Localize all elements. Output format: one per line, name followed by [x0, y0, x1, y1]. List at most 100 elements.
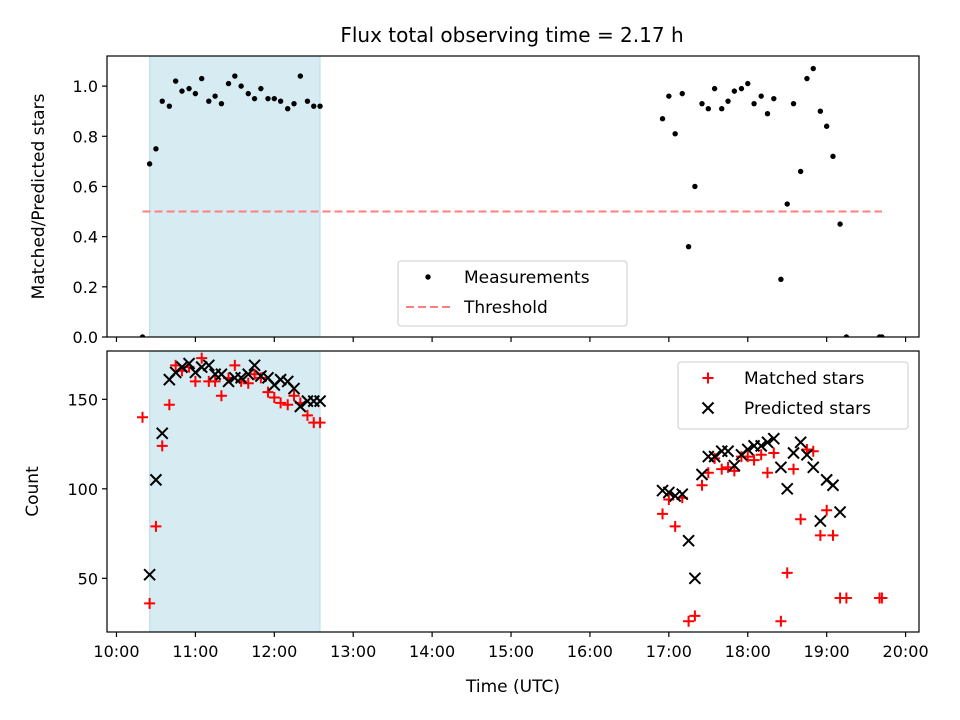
- y-axis-label: Matched/Predicted stars: [29, 93, 49, 299]
- data-point: [804, 75, 810, 82]
- shaded-span: [149, 351, 321, 632]
- data-point: [821, 504, 833, 516]
- legend-label: Predicted stars: [744, 399, 871, 419]
- legend-frame: [397, 260, 628, 327]
- data-point: [771, 95, 777, 102]
- data-point: [708, 450, 721, 463]
- data-point: [143, 568, 156, 581]
- data-point: [175, 360, 189, 374]
- data-point: [788, 463, 800, 475]
- data-point: [268, 392, 280, 404]
- x-tick-label: 16:00: [567, 642, 613, 661]
- chart-title: Flux total observing time = 2.17 h: [340, 23, 683, 47]
- data-point: [156, 440, 168, 452]
- data-point: [761, 436, 774, 449]
- data-point: [775, 615, 787, 627]
- data-point: [666, 93, 672, 99]
- data-point: [245, 90, 251, 97]
- legend-frame: [677, 361, 909, 430]
- data-point: [794, 436, 807, 449]
- data-point: [258, 85, 264, 92]
- data-point: [218, 100, 225, 107]
- data-point: [149, 473, 163, 487]
- data-point: [685, 243, 692, 250]
- data-point: [767, 432, 781, 445]
- data-point: [876, 592, 888, 604]
- data-point: [222, 375, 235, 388]
- x-tick-label: 11:00: [172, 642, 218, 661]
- data-point: [659, 116, 666, 122]
- y-tick-label: 0.4: [73, 228, 98, 247]
- x-tick-label: 18:00: [725, 642, 771, 661]
- data-point: [689, 610, 701, 622]
- data-point: [695, 468, 709, 481]
- data-point: [150, 520, 162, 532]
- data-point: [166, 103, 173, 109]
- data-point: [728, 465, 740, 477]
- top-axes: 0.0 0.2 0.4 0.6 0.8 1.0 Matched/Predicted star…: [29, 55, 920, 347]
- y-tick-label: 0.2: [73, 278, 98, 297]
- data-point: [225, 80, 232, 87]
- data-point: [195, 360, 208, 374]
- data-point: [833, 505, 847, 519]
- data-point: [768, 447, 780, 459]
- data-point: [774, 461, 788, 474]
- data-point: [198, 75, 205, 82]
- data-point: [830, 153, 836, 160]
- data-point: [814, 529, 826, 541]
- x-tick-label: 10:00: [93, 642, 139, 661]
- data-point: [807, 461, 820, 474]
- data-point: [209, 375, 221, 387]
- data-point: [186, 85, 192, 92]
- x-tick-label: 14:00: [409, 642, 455, 661]
- data-point: [761, 467, 773, 479]
- data-point: [282, 399, 294, 411]
- data-point: [234, 371, 248, 385]
- data-point: [212, 93, 218, 99]
- data-point: [232, 73, 238, 79]
- data-point: [784, 201, 790, 207]
- x-axis-label: Time (UTC): [465, 677, 560, 697]
- legend-label: Threshold: [463, 298, 548, 318]
- data-point: [172, 78, 179, 84]
- data-point: [797, 168, 804, 175]
- data-point: [755, 449, 767, 461]
- data-point: [688, 572, 702, 585]
- data-point: [297, 73, 304, 79]
- data-point: [238, 83, 244, 89]
- data-point: [294, 400, 307, 413]
- data-point: [313, 394, 327, 408]
- data-point: [699, 100, 705, 107]
- data-point: [781, 482, 794, 496]
- data-point: [146, 161, 153, 167]
- series-predicted-stars: [143, 357, 847, 585]
- plot-area: [137, 351, 888, 632]
- y-tick-label: 0.8: [73, 127, 98, 146]
- y-tick-label: 0.6: [73, 177, 98, 196]
- legend-plus-swatch: [702, 372, 714, 384]
- data-point: [781, 567, 793, 579]
- data-point: [716, 463, 728, 475]
- data-point: [731, 88, 738, 94]
- data-point: [251, 95, 258, 102]
- data-point: [738, 85, 745, 92]
- data-point: [669, 520, 681, 532]
- data-point: [179, 88, 185, 94]
- data-point: [705, 105, 712, 112]
- data-point: [748, 454, 760, 466]
- data-point: [288, 390, 300, 402]
- data-point: [657, 508, 669, 520]
- data-point: [676, 487, 689, 501]
- y-tick-label: 150: [67, 390, 98, 409]
- data-point: [682, 534, 695, 547]
- x-tick-label: 12:00: [251, 642, 297, 661]
- data-point: [787, 446, 800, 460]
- data-point: [275, 397, 287, 409]
- data-point: [156, 427, 169, 440]
- y-tick-label: 100: [67, 480, 98, 499]
- plot-area: [139, 56, 885, 337]
- legend-label: Matched stars: [744, 369, 864, 389]
- data-point: [265, 95, 271, 102]
- data-point: [826, 479, 840, 492]
